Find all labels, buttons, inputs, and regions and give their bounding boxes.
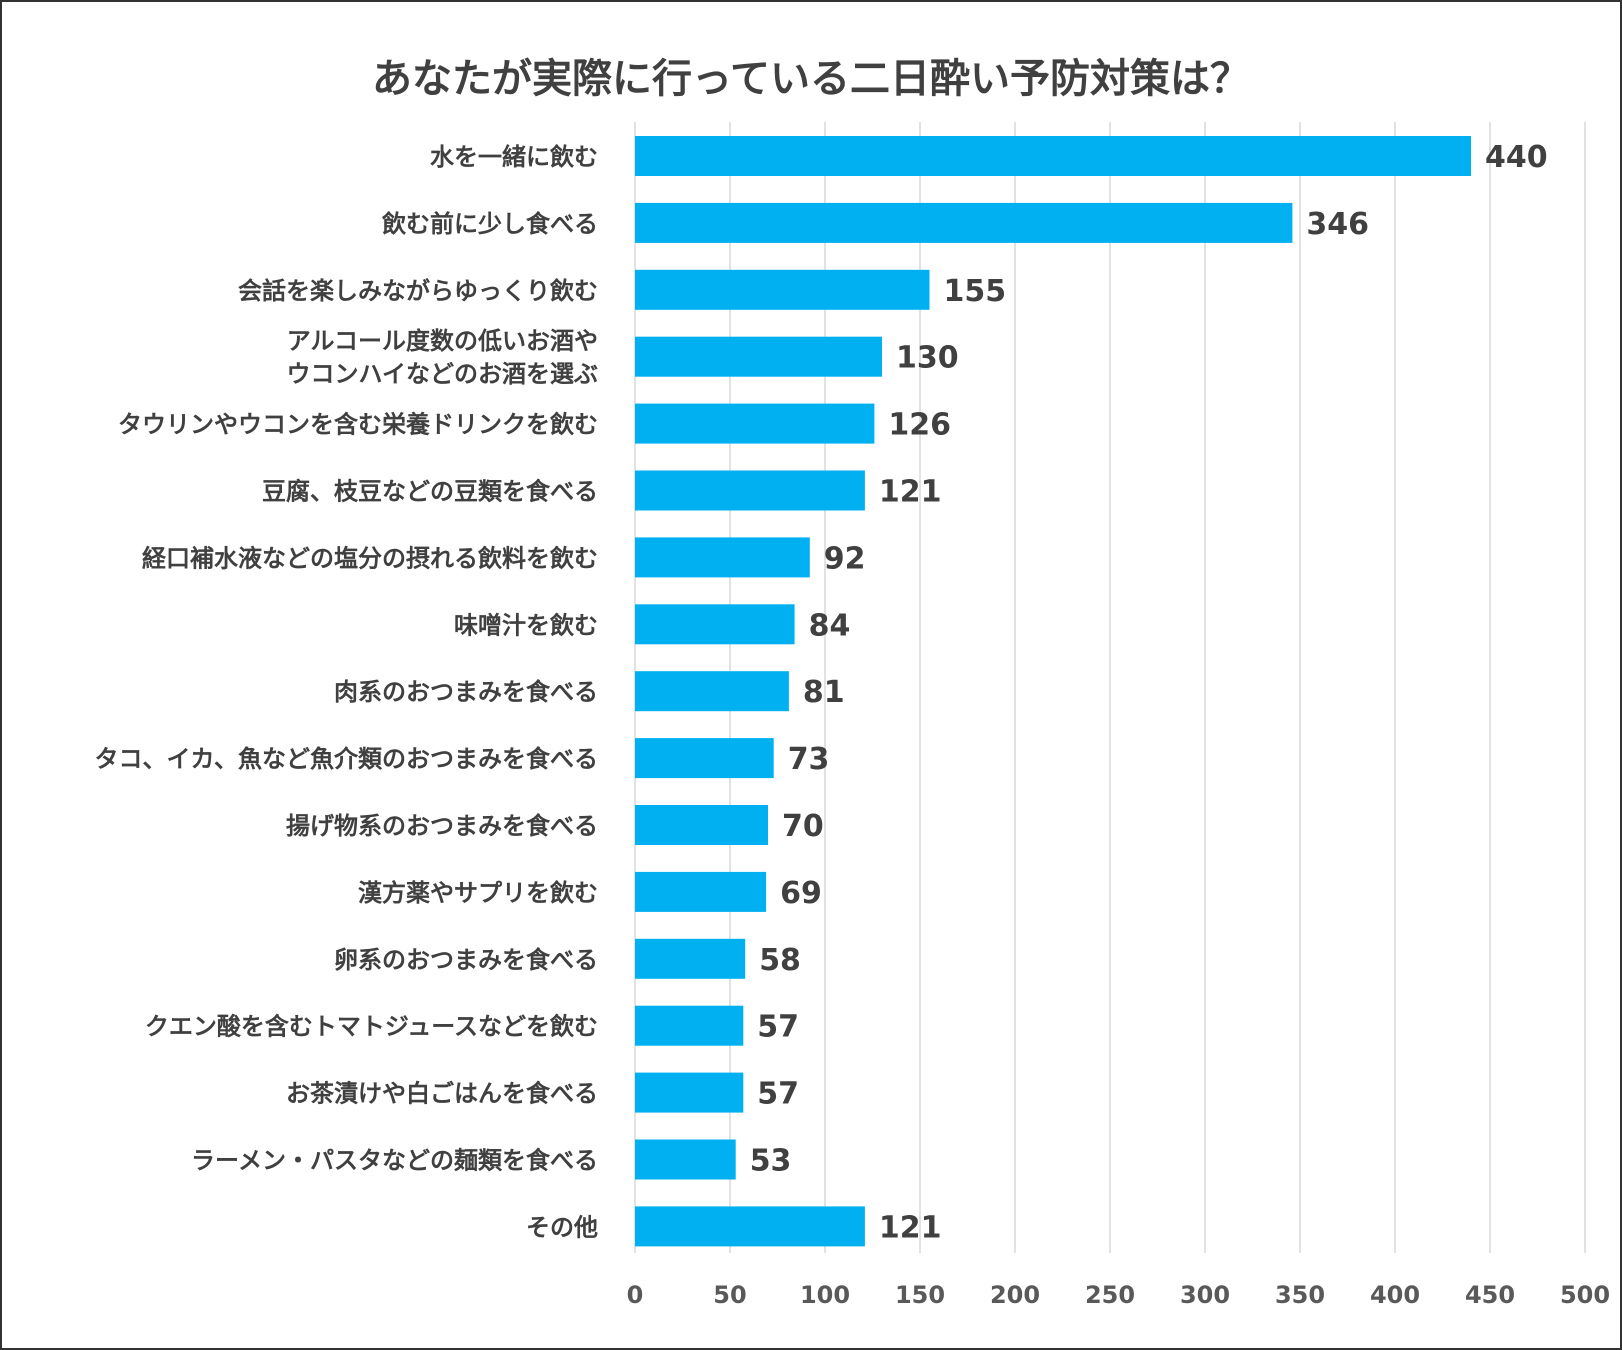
x-tick-label: 300 <box>1180 1281 1230 1309</box>
x-tick-label: 150 <box>895 1281 945 1309</box>
bar <box>635 1139 736 1180</box>
bar <box>635 1072 744 1113</box>
bar <box>635 1206 865 1247</box>
data-label: 53 <box>750 1144 792 1179</box>
data-label: 70 <box>782 809 824 844</box>
category-label: クエン酸を含むトマトジュースなどを飲む <box>145 1013 598 1041</box>
data-label: 84 <box>809 608 851 643</box>
bar <box>635 871 767 912</box>
x-tick-label: 500 <box>1560 1281 1610 1309</box>
x-tick-label: 250 <box>1085 1281 1135 1309</box>
x-tick-label: 100 <box>800 1281 850 1309</box>
bar <box>635 202 1293 243</box>
data-label: 126 <box>888 408 951 443</box>
data-label: 346 <box>1306 207 1369 242</box>
bar <box>635 1005 744 1046</box>
category-label: お茶漬けや白ごはんを食べる <box>286 1080 598 1108</box>
bar <box>635 470 865 511</box>
bar <box>635 938 746 979</box>
bar <box>635 269 930 310</box>
x-tick-label: 0 <box>627 1281 644 1309</box>
category-label: 飲む前に少し食べる <box>381 210 598 238</box>
data-label: 57 <box>757 1010 799 1045</box>
category-label: 揚げ物系のおつまみを食べる <box>286 812 598 840</box>
bar <box>635 336 882 377</box>
chart-title: あなたが実際に行っている二日酔い予防対策は？ <box>372 56 1250 102</box>
x-tick-label: 350 <box>1275 1281 1325 1309</box>
category-label: 味噌汁を飲む <box>454 611 598 639</box>
x-tick-label: 400 <box>1370 1281 1420 1309</box>
bar <box>635 537 810 578</box>
data-label: 92 <box>824 541 866 576</box>
category-label: 漢方薬やサプリを飲む <box>358 879 598 907</box>
category-label: その他 <box>526 1213 598 1241</box>
x-tick-label: 200 <box>990 1281 1040 1309</box>
data-label: 58 <box>759 943 801 978</box>
x-tick-label: 450 <box>1465 1281 1515 1309</box>
bar <box>635 805 768 845</box>
data-label: 69 <box>780 876 822 911</box>
bar <box>635 136 1471 176</box>
category-label: 豆腐、枝豆などの豆類を食べる <box>262 478 598 506</box>
category-label: 卵系のおつまみを食べる <box>334 946 598 974</box>
bar <box>635 671 789 712</box>
bar <box>635 403 875 444</box>
category-label: タコ、イカ、魚など魚介類のおつまみを食べる <box>94 745 598 773</box>
bar <box>635 738 774 779</box>
category-label: アルコール度数の低いお酒やウコンハイなどのお酒を選ぶ <box>286 327 598 388</box>
x-tick-label: 50 <box>713 1281 746 1309</box>
category-label: 水を一緒に飲む <box>430 143 598 171</box>
category-label: 会話を楽しみながらゆっくり飲む <box>238 277 598 305</box>
category-label: 肉系のおつまみを食べる <box>334 678 598 706</box>
data-label: 73 <box>788 742 830 777</box>
data-label: 81 <box>803 675 845 710</box>
data-label: 130 <box>896 341 959 376</box>
data-label: 57 <box>757 1077 799 1112</box>
bar <box>635 604 795 645</box>
data-label: 121 <box>879 475 942 510</box>
data-label: 440 <box>1485 140 1548 175</box>
category-label: タウリンやウコンを含む栄養ドリンクを飲む <box>118 411 598 439</box>
data-label: 121 <box>879 1210 942 1245</box>
data-label: 155 <box>944 274 1007 309</box>
category-label: ラーメン・パスタなどの麺類を食べる <box>191 1147 598 1175</box>
category-label: 経口補水液などの塩分の摂れる飲料を飲む <box>142 544 598 572</box>
